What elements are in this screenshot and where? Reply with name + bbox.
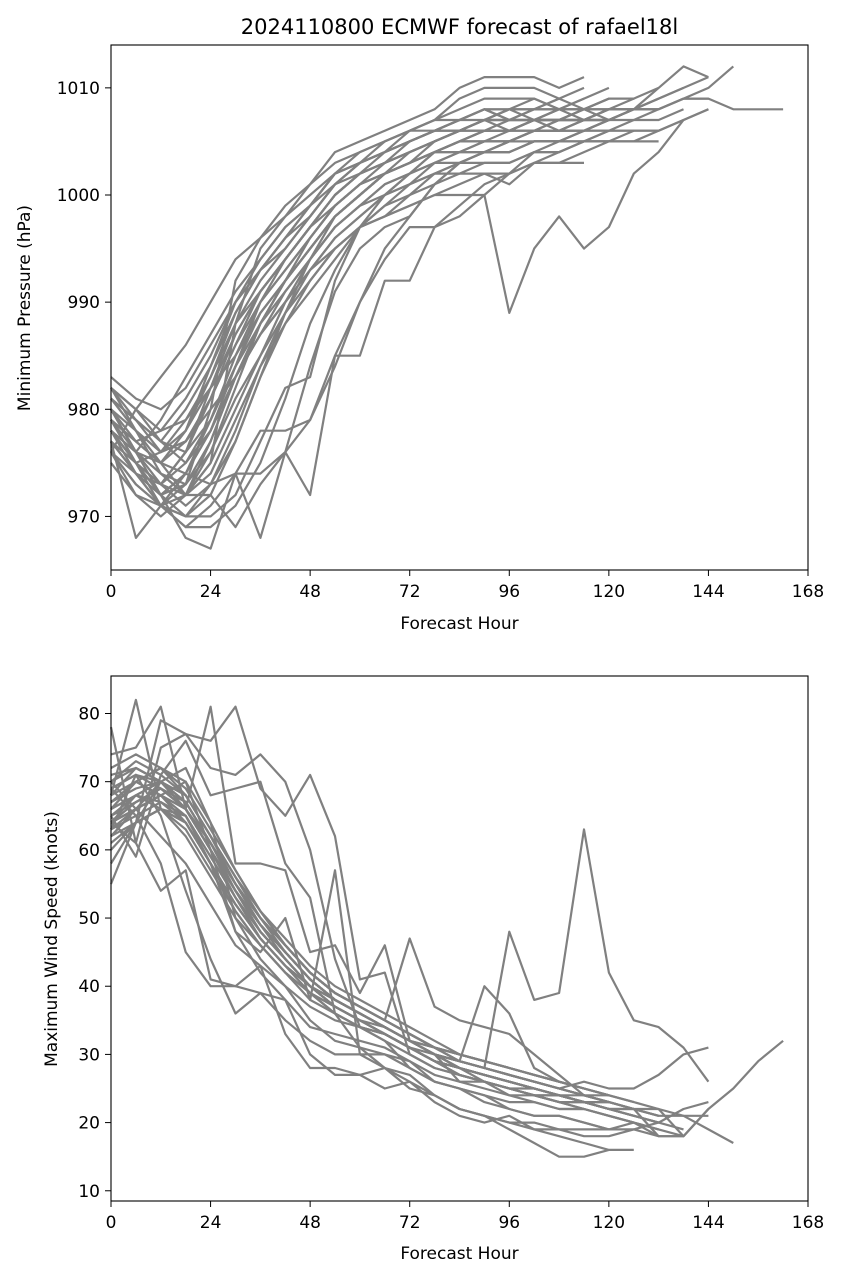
wind-member-line-31 (109, 698, 610, 1131)
pressure-member-line-17 (110, 140, 609, 454)
pressure-axis-ticks: 0 24 48 72 96 120 144 168 970 980 990 1000 1010 (57, 79, 824, 602)
wind-plot-frame (110, 675, 809, 1202)
wind-member-line-15 (110, 787, 659, 1124)
pressure-x-tick-label: 0 (106, 582, 117, 602)
pressure-member-line-28 (110, 97, 610, 486)
wind-member-line-36 (110, 821, 610, 1158)
wind-panel: 0 24 48 72 96 120 144 168 10 20 30 40 50 60 70 80 Forec… (42, 675, 824, 1264)
pressure-y-tick-label: 1010 (57, 79, 100, 99)
pressure-x-tick-label: 96 (498, 582, 520, 602)
wind-x-tick-label: 168 (792, 1213, 824, 1233)
wind-member-line-33 (109, 705, 659, 1131)
wind-x-tick-label: 24 (200, 1213, 222, 1233)
pressure-member-line-24 (110, 118, 609, 497)
pressure-y-tick-label: 1000 (57, 186, 100, 206)
figure-title: 2024110800 ECMWF forecast of rafael18l (241, 15, 678, 39)
wind-x-axis-label: Forecast Hour (400, 1244, 518, 1264)
pressure-y-tick-label: 970 (68, 507, 100, 527)
pressure-x-tick-label: 24 (200, 582, 222, 602)
wind-member-line-8 (110, 807, 659, 1124)
wind-member-line-26 (110, 794, 610, 1104)
pressure-member-line-34 (110, 118, 684, 550)
wind-member-line-35 (110, 739, 684, 1138)
pressure-x-tick-label: 48 (299, 582, 321, 602)
wind-x-tick-label: 120 (593, 1213, 625, 1233)
pressure-member-line-37 (110, 76, 709, 486)
pressure-x-axis-label: Forecast Hour (400, 614, 518, 634)
pressure-series-lines (109, 65, 784, 550)
wind-member-line-27 (110, 773, 585, 1090)
wind-axis-ticks: 0 24 48 72 96 120 144 168 10 20 30 40 50 60 70 80 (78, 705, 824, 1234)
wind-x-tick-label: 144 (692, 1213, 724, 1233)
pressure-member-line-36 (110, 129, 610, 540)
pressure-member-line-31 (110, 108, 609, 518)
wind-series-lines (109, 698, 784, 1158)
pressure-x-tick-label: 144 (692, 582, 724, 602)
wind-y-tick-label: 10 (78, 1182, 100, 1202)
wind-member-line-34 (109, 719, 684, 1138)
wind-y-tick-label: 50 (78, 909, 100, 929)
pressure-plot-frame (110, 44, 809, 571)
wind-y-tick-label: 70 (78, 773, 100, 793)
wind-member-line-38 (109, 773, 634, 1152)
wind-member-line-29 (110, 780, 560, 1083)
wind-member-line-1 (110, 766, 584, 1111)
pressure-member-line-21 (110, 108, 609, 507)
pressure-y-tick-label: 990 (68, 293, 100, 313)
wind-y-tick-label: 30 (78, 1045, 100, 1065)
wind-x-tick-label: 96 (498, 1213, 520, 1233)
pressure-x-tick-label: 72 (399, 582, 421, 602)
wind-member-line-37 (110, 787, 709, 1138)
pressure-panel: 0 24 48 72 96 120 144 168 970 980 990 1000 1010 Fore… (15, 44, 824, 634)
wind-x-tick-label: 0 (106, 1213, 117, 1233)
pressure-member-line-32 (110, 97, 635, 454)
wind-x-tick-label: 48 (299, 1213, 321, 1233)
wind-member-line-32 (110, 705, 635, 1124)
wind-y-tick-label: 20 (78, 1114, 100, 1134)
pressure-x-tick-label: 168 (792, 582, 824, 602)
pressure-member-line-29 (110, 108, 560, 507)
wind-y-axis-label: Maximum Wind Speed (knots) (42, 811, 62, 1067)
wind-y-tick-label: 40 (78, 977, 100, 997)
pressure-member-line-20 (110, 108, 709, 497)
pressure-member-line-2 (110, 86, 585, 486)
pressure-x-tick-label: 120 (593, 582, 625, 602)
pressure-member-line-4 (110, 97, 610, 453)
pressure-y-axis-label: Minimum Pressure (hPa) (15, 205, 35, 411)
wind-y-tick-label: 60 (78, 841, 100, 861)
pressure-member-line-33 (110, 108, 659, 529)
wind-member-line-30 (110, 807, 585, 1104)
wind-y-tick-label: 80 (78, 705, 100, 725)
pressure-member-line-26 (110, 118, 610, 518)
wind-x-tick-label: 72 (399, 1213, 421, 1233)
pressure-member-line-30 (110, 108, 585, 454)
pressure-member-line-38 (110, 108, 634, 529)
pressure-y-tick-label: 980 (68, 400, 100, 420)
